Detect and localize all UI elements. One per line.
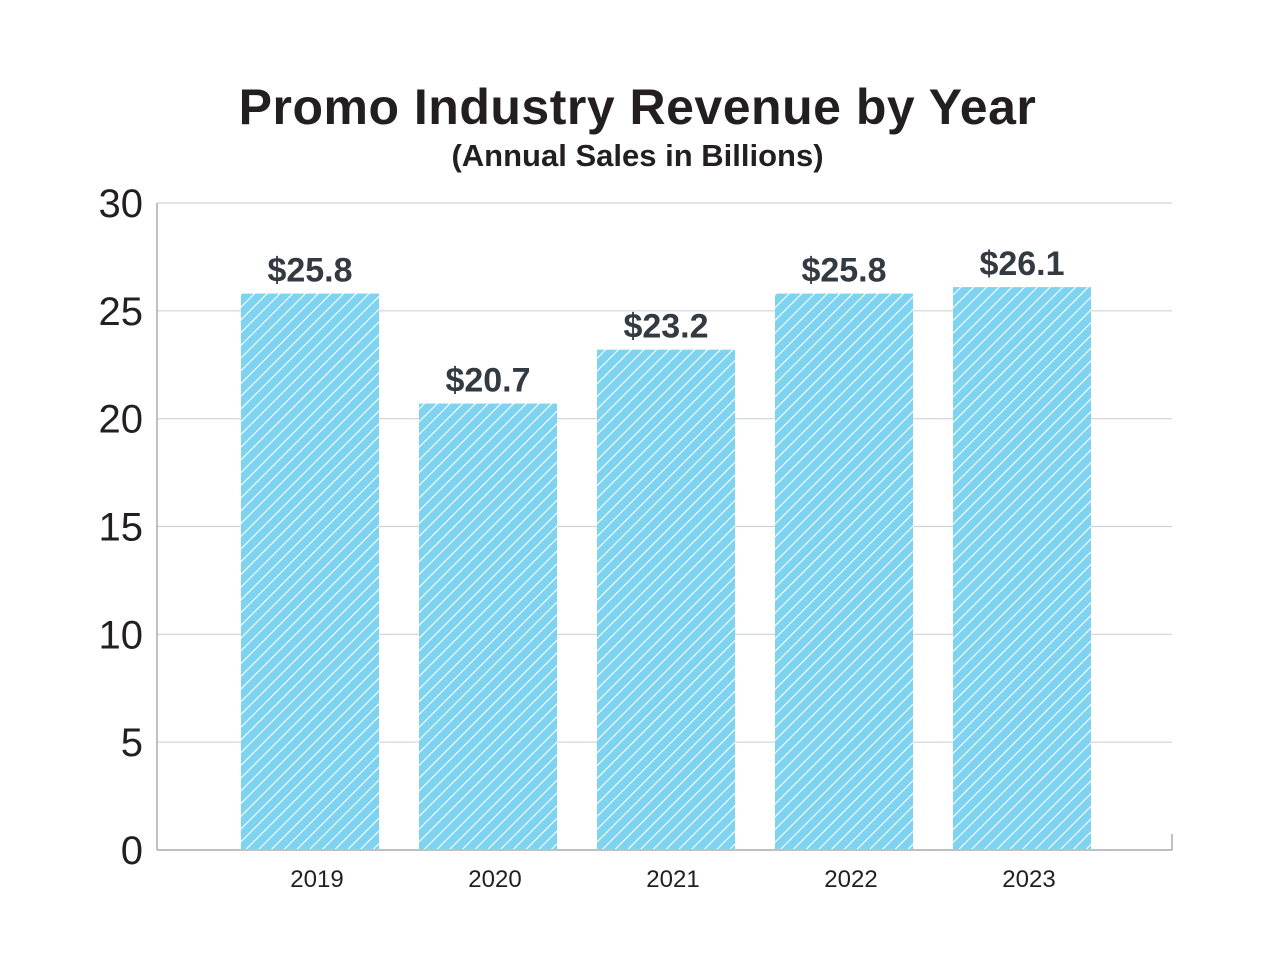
x-tick-label-2022: 2022 [824,866,877,893]
y-tick-label: 20 [99,398,144,442]
bar-2020 [419,403,557,849]
data-labels: $25.8 $20.7 $23.2 $25.8 $26.1 [267,245,1064,399]
y-tick-label: 0 [121,829,143,873]
data-label-2021: $23.2 [623,308,708,346]
y-axis-ticks: 0 5 10 15 20 25 30 [99,182,144,873]
axes [156,203,1173,851]
data-label-2023: $26.1 [979,245,1064,283]
chart-title: Promo Industry Revenue by Year [238,79,1037,135]
bar-2022 [775,293,913,850]
x-axis-ticks: 2019 2020 2021 2022 2023 [290,866,1055,893]
x-tick-label-2020: 2020 [468,866,521,893]
bars [241,287,1091,850]
y-tick-label: 30 [99,182,144,226]
y-tick-label: 25 [99,290,144,334]
bar-2023 [953,287,1091,849]
y-tick-label: 10 [99,613,144,657]
data-label-2019: $25.8 [267,252,352,290]
data-label-2022: $25.8 [801,252,886,290]
chart-subtitle: (Annual Sales in Billions) [451,138,824,173]
data-label-2020: $20.7 [445,362,530,400]
x-tick-label-2019: 2019 [290,866,343,893]
x-tick-label-2021: 2021 [646,866,699,893]
y-tick-label: 15 [99,506,144,550]
bar-2021 [597,349,735,849]
x-tick-label-2023: 2023 [1002,866,1055,893]
y-tick-label: 5 [121,721,143,765]
bar-2019 [241,293,379,850]
